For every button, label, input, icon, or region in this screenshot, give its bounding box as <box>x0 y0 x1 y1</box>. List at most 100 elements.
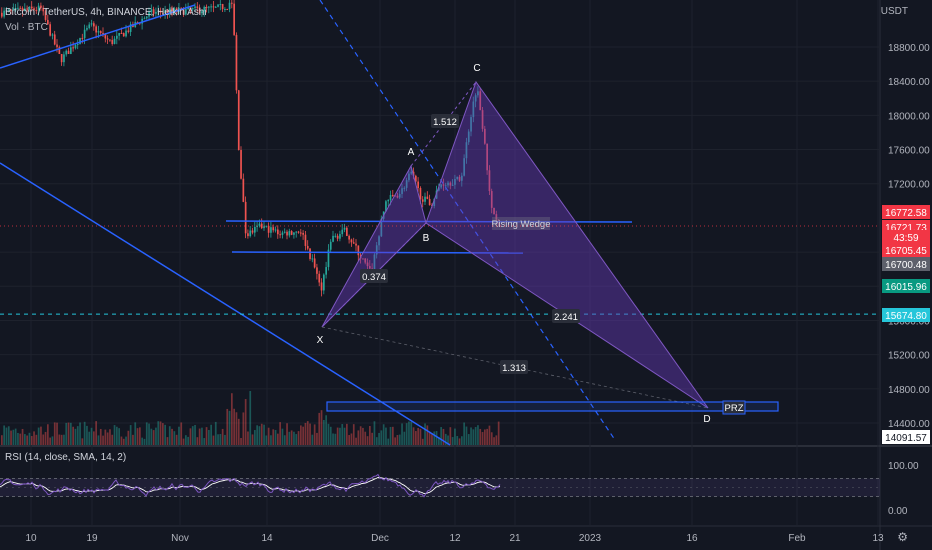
volume-bar <box>405 423 408 445</box>
candle-body <box>240 150 242 179</box>
volume-bar <box>323 419 325 445</box>
wedge-top-line <box>225 220 633 223</box>
candle-body <box>152 9 155 14</box>
volume-bar <box>398 434 401 445</box>
candle-body <box>355 243 357 246</box>
volume-bar <box>313 424 316 445</box>
candle-body <box>378 236 380 246</box>
candle-body <box>33 8 35 10</box>
volume-bar <box>5 427 8 445</box>
candle-body <box>449 182 452 186</box>
volume-bar <box>33 431 35 445</box>
volume-bar <box>10 430 12 445</box>
candle-body <box>375 245 378 255</box>
volume-bar <box>58 434 61 445</box>
volume-bar <box>148 423 150 445</box>
wedge-label-bg <box>492 217 550 230</box>
price-axis-badge <box>882 230 930 244</box>
volume-bar <box>219 434 222 445</box>
volume-bar <box>451 437 454 445</box>
volume-bar <box>290 430 293 445</box>
volume-bar <box>283 435 286 445</box>
candle-body <box>237 90 240 151</box>
volume-bar <box>350 433 353 445</box>
volume-bar <box>306 421 309 445</box>
volume-bar <box>134 422 137 445</box>
volume-bar <box>150 428 153 445</box>
price-tick-label: 14800.00 <box>888 385 930 396</box>
volume-bar <box>449 427 452 445</box>
candle-body <box>286 231 288 236</box>
candle-body <box>318 273 321 283</box>
volume-bar <box>168 426 171 445</box>
price-axis-badge-label: 15674.80 <box>885 311 927 322</box>
symbol-title[interactable]: Bitcoin / TetherUS, 4h, BINANCE, Heikin … <box>5 7 207 18</box>
candle-body <box>334 235 337 237</box>
ratio-label-bg <box>500 360 528 374</box>
volume-bar <box>104 429 107 445</box>
time-tick-label: 19 <box>86 533 98 544</box>
candle-body <box>231 2 233 4</box>
price-axis-badge-label: 16705.45 <box>885 246 927 257</box>
candle-body <box>316 267 318 274</box>
volume-bar <box>438 436 440 445</box>
volume-bar <box>458 438 461 445</box>
candle-body <box>447 182 449 186</box>
candle-body <box>410 171 413 174</box>
volume-bar <box>111 434 114 445</box>
time-tick-label: 16 <box>686 533 698 544</box>
candle-body <box>136 22 139 24</box>
candle-body <box>40 5 42 8</box>
candle-body <box>189 6 192 10</box>
candle-body <box>162 12 164 14</box>
volume-label: Vol · BTC <box>5 22 48 33</box>
candle-body <box>14 7 17 9</box>
volume-bar <box>477 425 479 445</box>
volume-bar <box>155 427 157 445</box>
volume-bar <box>343 427 346 445</box>
volume-bar <box>320 410 323 445</box>
wedge-label: Rising Wedge <box>492 219 551 230</box>
candle-body <box>281 232 284 235</box>
candle-body <box>293 232 295 235</box>
price-tick-label: 18400.00 <box>888 77 930 88</box>
volume-bar <box>270 435 272 445</box>
volume-bar <box>470 427 472 445</box>
wedge-bottom-line <box>231 251 524 254</box>
candle-body <box>79 37 81 45</box>
volume-bar <box>141 437 143 445</box>
candle-body <box>451 184 454 186</box>
candle-body <box>122 33 125 37</box>
settings-gear-icon[interactable]: ⚙ <box>897 530 908 544</box>
candle-body <box>12 8 15 11</box>
candle-body <box>366 262 369 267</box>
candle-body <box>444 185 447 187</box>
volume-bar <box>417 427 419 445</box>
candle-body <box>51 34 54 36</box>
volume-bar <box>143 438 146 445</box>
volume-bar <box>106 432 109 445</box>
candle-body <box>323 274 325 291</box>
volume-bar <box>226 408 229 445</box>
volume-bar <box>205 427 208 445</box>
volume-bar <box>139 427 141 445</box>
volume-bar <box>433 431 436 445</box>
candle-body <box>270 227 272 233</box>
price-axis-badge <box>882 257 930 271</box>
volume-bar <box>53 422 56 445</box>
candle-body <box>339 234 341 239</box>
volume-bar <box>17 432 19 445</box>
volume-bar <box>267 427 270 445</box>
price-tick-label: 18000.00 <box>888 111 930 122</box>
volume-bar <box>65 422 68 445</box>
volume-bar <box>371 432 373 445</box>
candle-body <box>159 10 162 13</box>
price-tick-label: 17200.00 <box>888 180 930 191</box>
candle-body <box>191 8 194 10</box>
candle-body <box>99 31 102 33</box>
volume-bar <box>102 435 104 445</box>
volume-bar <box>166 437 169 445</box>
volume-bar <box>327 423 330 445</box>
volume-bar <box>194 425 196 445</box>
